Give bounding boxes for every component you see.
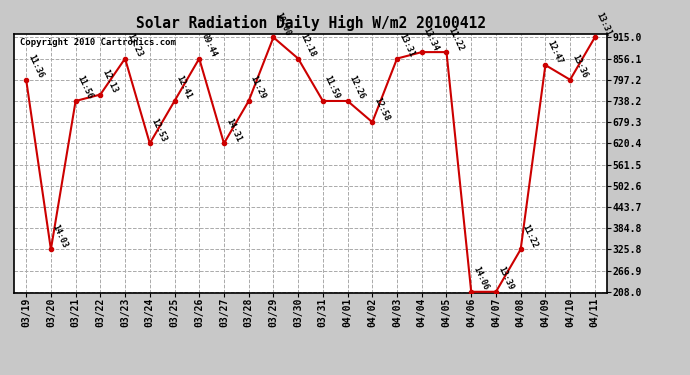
Text: 12:18: 12:18 — [298, 32, 317, 58]
Text: 13:31: 13:31 — [397, 32, 416, 58]
Text: 14:06: 14:06 — [471, 266, 490, 292]
Text: 12:53: 12:53 — [150, 117, 168, 143]
Text: 11:22: 11:22 — [446, 26, 465, 52]
Text: 11:36: 11:36 — [26, 53, 45, 80]
Text: 13:39: 13:39 — [496, 266, 515, 292]
Text: 13:36: 13:36 — [570, 53, 589, 80]
Text: 12:58: 12:58 — [373, 96, 391, 122]
Text: 11:59: 11:59 — [323, 75, 342, 101]
Title: Solar Radiation Daily High W/m2 20100412: Solar Radiation Daily High W/m2 20100412 — [135, 15, 486, 31]
Text: 09:44: 09:44 — [199, 32, 218, 58]
Text: 12:26: 12:26 — [348, 75, 366, 101]
Text: Copyright 2010 Cartronics.com: Copyright 2010 Cartronics.com — [20, 38, 176, 46]
Text: 11:29: 11:29 — [248, 75, 268, 101]
Text: 11:22: 11:22 — [521, 223, 540, 249]
Text: 13:31: 13:31 — [595, 11, 613, 38]
Text: 11:56: 11:56 — [76, 75, 95, 101]
Text: 13:23: 13:23 — [125, 32, 144, 58]
Text: 13:34: 13:34 — [422, 26, 440, 52]
Text: 10:00: 10:00 — [273, 11, 292, 38]
Text: 12:13: 12:13 — [100, 68, 119, 94]
Text: 12:41: 12:41 — [175, 75, 193, 101]
Text: 14:31: 14:31 — [224, 117, 243, 143]
Text: 14:03: 14:03 — [51, 223, 70, 249]
Text: 12:47: 12:47 — [545, 39, 564, 65]
